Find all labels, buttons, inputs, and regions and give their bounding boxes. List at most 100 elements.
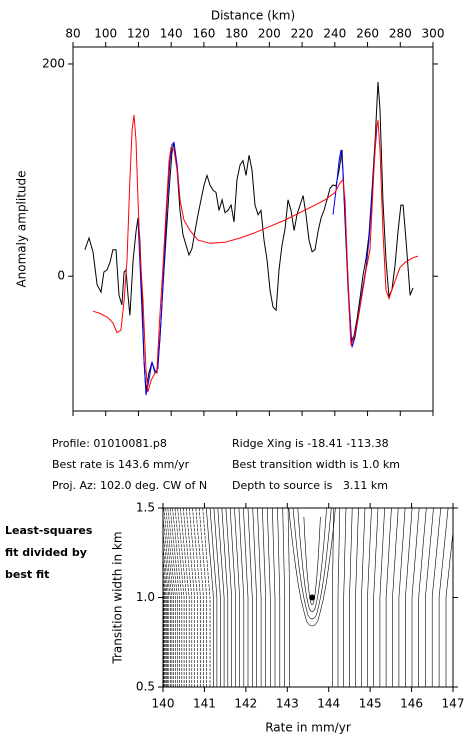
contour-line (217, 508, 225, 687)
note-text: Least-squares (5, 524, 93, 537)
contour-line (167, 508, 178, 687)
x-tick-label: 260 (356, 27, 379, 41)
info-text: Proj. Az: 102.0 deg. CW of N (52, 479, 207, 492)
contour-line (349, 508, 353, 687)
contour-line (163, 556, 168, 687)
contour-line (182, 508, 193, 687)
contour-line (282, 508, 285, 687)
contour-line (189, 508, 198, 687)
y-tick-label: 0.5 (136, 680, 155, 694)
contour-line (229, 508, 236, 687)
contour-line (355, 508, 359, 687)
x-tick-label: 140 (152, 697, 175, 711)
contour-line (385, 508, 392, 687)
contour-line (367, 508, 372, 687)
contour-line (180, 508, 190, 687)
info-text: Profile: 01010081.p8 (52, 437, 167, 450)
contour-line (445, 528, 453, 687)
x-tick-label: 220 (291, 27, 314, 41)
contour-line (332, 508, 334, 687)
contour-line (174, 508, 185, 687)
y-tick-label: 1.0 (136, 590, 155, 604)
y-axis-title: Transition width in km (111, 531, 125, 664)
info-text: Depth to source is 3.11 km (232, 479, 388, 492)
contour-line (343, 508, 347, 687)
contour-line (172, 508, 183, 687)
contour-line (379, 508, 385, 687)
contour-line (234, 508, 240, 687)
contour-line (287, 508, 290, 687)
contours (163, 508, 453, 687)
note-text: fit divided by (5, 546, 87, 559)
contour-line (292, 508, 332, 620)
contour-line (277, 508, 281, 687)
contour-line (297, 508, 327, 613)
x-tick-label: 143 (276, 697, 299, 711)
profile-line (137, 125, 378, 396)
contour-line (163, 544, 170, 687)
x-axis-title: Rate in mm/yr (265, 721, 351, 735)
contour-line (361, 508, 366, 687)
y-tick-label: 0 (57, 269, 65, 283)
contour-line (202, 508, 211, 687)
contour-line (303, 516, 321, 606)
contour-line (206, 508, 214, 687)
y-tick-label: 200 (42, 56, 65, 70)
x-tick-label: 300 (422, 27, 445, 41)
best-fit-point (309, 594, 316, 601)
contour-line (425, 508, 434, 687)
contour-line (163, 530, 171, 687)
contour-line (288, 508, 336, 627)
contour-line (272, 508, 276, 687)
x-tick-label: 142 (234, 697, 257, 711)
x-tick-label: 141 (193, 697, 216, 711)
contour-line (185, 508, 195, 687)
x-tick-label: 140 (160, 27, 183, 41)
x-tick-label: 240 (323, 27, 346, 41)
contour-line (411, 508, 420, 687)
contour-line (252, 508, 257, 687)
x-tick-label: 146 (400, 697, 423, 711)
plot-frame (72, 46, 434, 412)
contour-line (431, 508, 442, 687)
x-tick-label: 200 (258, 27, 281, 41)
contour-line (221, 508, 229, 687)
contour-line (163, 515, 173, 687)
info-text: Ridge Xing is -18.41 -113.38 (232, 437, 389, 450)
contour-line (163, 589, 164, 687)
y-axis-title: Anomaly amplitude (15, 170, 29, 287)
contour-line (165, 508, 176, 687)
y-tick-label: 1.5 (136, 501, 155, 515)
x-tick-label: 280 (389, 27, 412, 41)
contour-line (169, 508, 180, 687)
contour-line (177, 508, 187, 687)
contour-line (398, 508, 406, 687)
contour-line (225, 508, 232, 687)
contour-line (337, 508, 341, 687)
contour-line (192, 508, 201, 687)
contour-line (163, 508, 174, 687)
contour-line (209, 508, 218, 687)
contour-line (198, 508, 207, 687)
info-text: Best transition width is 1.0 km (232, 458, 400, 471)
profile-line (92, 114, 419, 393)
x-tick-label: 80 (65, 27, 80, 41)
contour-line (247, 508, 253, 687)
contour-line (418, 508, 427, 687)
contour-line (163, 575, 166, 687)
x-tick-label: 147 (442, 697, 465, 711)
contour-line (373, 508, 379, 687)
contour-line (257, 508, 262, 687)
profile-line (84, 81, 414, 391)
x-tick-label: 160 (192, 27, 215, 41)
info-text: Best rate is 143.6 mm/yr (52, 458, 190, 471)
contour-line (163, 567, 167, 687)
contour-line (213, 508, 221, 687)
contour-line (195, 508, 204, 687)
contour-line (262, 508, 266, 687)
note-text: best fit (5, 568, 49, 581)
x-tick-label: 180 (225, 27, 248, 41)
contour-line (405, 508, 413, 687)
x-tick-label: 120 (127, 27, 150, 41)
